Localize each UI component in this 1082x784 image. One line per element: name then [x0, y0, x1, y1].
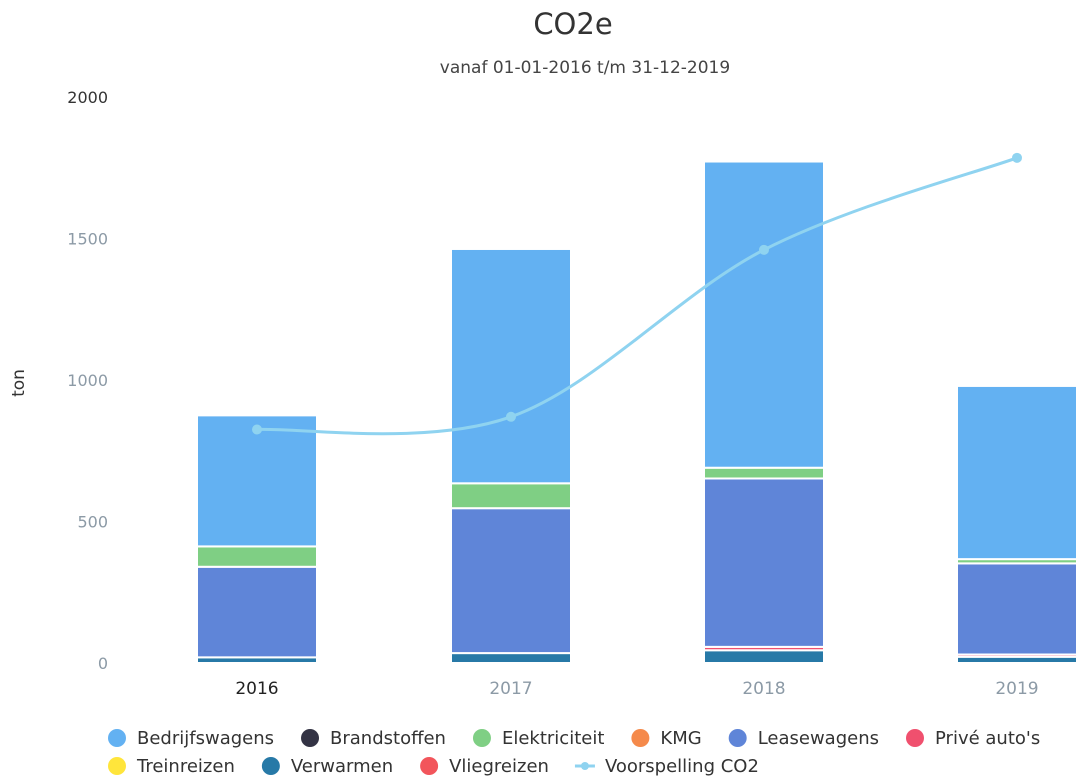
legend-label: Privé auto's — [935, 728, 1040, 749]
bar-segment[interactable] — [703, 649, 825, 665]
legend-label: Bedrijfswagens — [137, 728, 274, 749]
forecast-point[interactable] — [1012, 152, 1022, 163]
legend-dot-marker — [108, 757, 126, 775]
chart-title: CO2e — [533, 7, 612, 41]
legend-dot-marker — [108, 729, 126, 747]
legend-label: Leasewagens — [758, 728, 879, 749]
legend-label: Elektriciteit — [502, 728, 604, 749]
x-tick-label: 2018 — [742, 679, 785, 699]
bar-segment[interactable] — [956, 384, 1078, 561]
forecast-line — [256, 156, 1018, 436]
legend-label: Brandstoffen — [330, 728, 446, 749]
legend-item[interactable]: Elektriciteit — [472, 728, 604, 749]
bar-series — [196, 160, 1078, 665]
y-axis-label: ton — [9, 369, 29, 397]
forecast-line-series — [252, 152, 1022, 436]
forecast-point[interactable] — [252, 424, 262, 435]
bar-segment[interactable] — [196, 565, 318, 659]
y-tick-label: 1500 — [67, 230, 108, 249]
bar-segment[interactable] — [450, 507, 572, 655]
forecast-point[interactable] — [759, 244, 769, 255]
legend-item[interactable]: Bedrijfswagens — [108, 728, 274, 749]
legend-label: Treinreizen — [136, 756, 235, 777]
legend-point-marker — [580, 762, 589, 770]
legend-item[interactable]: Privé auto's — [906, 728, 1040, 749]
bar-segment[interactable] — [196, 545, 318, 568]
x-tick-label: 2019 — [995, 679, 1038, 699]
legend-item[interactable]: Vliegreizen — [420, 756, 549, 777]
bar-segment[interactable] — [196, 414, 318, 548]
legend-item[interactable]: Leasewagens — [728, 728, 879, 749]
legend-label: Verwarmen — [291, 756, 393, 777]
legend-item[interactable]: Treinreizen — [108, 756, 235, 777]
x-tick-label: 2016 — [235, 679, 278, 699]
chart-legend: Bedrijfswagens Brandstoffen Elektriciteit K… — [108, 728, 1040, 777]
legend-dot-marker — [728, 729, 747, 747]
legend-dot-marker — [301, 729, 320, 747]
y-tick-label: 0 — [98, 654, 108, 673]
legend-dot-marker — [906, 729, 924, 747]
legend-dot-marker — [631, 729, 650, 747]
forecast-point[interactable] — [506, 411, 516, 422]
bar-segment[interactable] — [703, 466, 825, 480]
bar-segment[interactable] — [703, 160, 825, 469]
y-tick-label: 2000 — [67, 88, 108, 107]
legend-label: Vliegreizen — [449, 756, 549, 777]
legend-item[interactable]: Verwarmen — [261, 756, 393, 777]
legend-dot-marker — [261, 757, 280, 775]
bar-segment[interactable] — [450, 482, 572, 510]
bar-segment[interactable] — [450, 652, 572, 664]
legend-dot-marker — [472, 729, 491, 747]
x-tick-label: 2017 — [489, 679, 532, 699]
y-tick-label: 1000 — [67, 371, 108, 390]
x-axis: 2016 2017 2018 2019 — [235, 679, 1038, 699]
legend-dot-marker — [420, 757, 439, 775]
bar-segment[interactable] — [703, 477, 825, 648]
legend-item[interactable]: Brandstoffen — [301, 728, 446, 749]
legend-label: Voorspelling CO2 — [605, 756, 759, 777]
legend-label: KMG — [660, 728, 701, 749]
chart-subtitle: vanaf 01-01-2016 t/m 31-12-2019 — [440, 58, 730, 78]
legend-item[interactable]: Voorspelling CO2 — [574, 756, 759, 777]
bar-segment[interactable] — [956, 562, 1078, 656]
legend-item[interactable]: KMG — [631, 728, 702, 749]
bar-segment[interactable] — [450, 247, 572, 485]
y-axis: 0 500 1000 1500 2000 — [67, 88, 108, 673]
y-tick-label: 500 — [77, 513, 108, 532]
